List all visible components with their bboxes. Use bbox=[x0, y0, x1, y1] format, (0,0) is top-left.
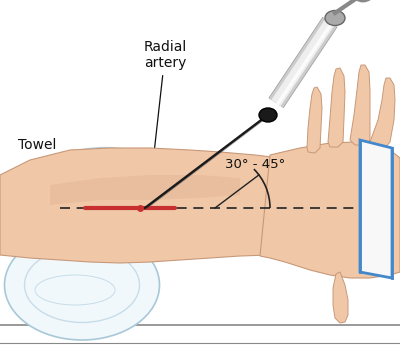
Text: Radial
artery: Radial artery bbox=[143, 40, 187, 204]
Polygon shape bbox=[50, 175, 240, 205]
Ellipse shape bbox=[259, 108, 277, 122]
Polygon shape bbox=[370, 78, 395, 148]
Polygon shape bbox=[333, 272, 348, 323]
Polygon shape bbox=[350, 65, 370, 145]
Polygon shape bbox=[260, 142, 400, 278]
Ellipse shape bbox=[45, 148, 165, 203]
Polygon shape bbox=[0, 148, 400, 272]
Ellipse shape bbox=[325, 11, 345, 25]
Text: Towel: Towel bbox=[18, 138, 93, 213]
Polygon shape bbox=[360, 140, 392, 278]
Polygon shape bbox=[307, 87, 322, 153]
Polygon shape bbox=[328, 68, 345, 147]
Ellipse shape bbox=[4, 230, 160, 340]
Text: 30° - 45°: 30° - 45° bbox=[225, 158, 285, 172]
